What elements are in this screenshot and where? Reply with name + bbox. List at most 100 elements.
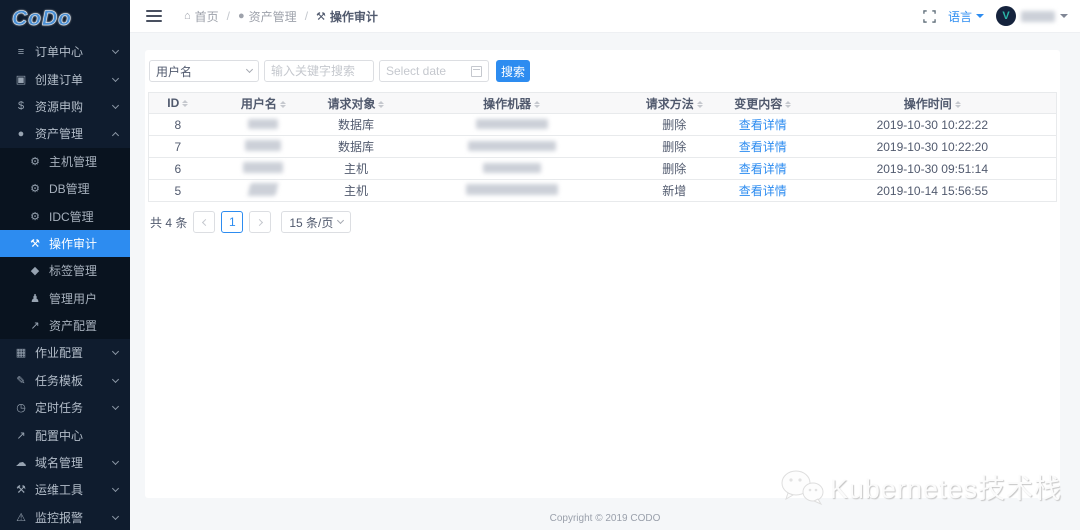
chevron-down-icon: [111, 458, 120, 466]
field-select[interactable]: 用户名: [149, 60, 259, 82]
clock-icon: ◷: [16, 402, 26, 415]
prev-page-button[interactable]: [193, 211, 216, 233]
breadcrumb-asset-management[interactable]: ● 资产管理: [238, 9, 297, 24]
gear-icon: ⚙: [30, 155, 40, 168]
breadcrumb-home[interactable]: ⌂ 首页: [184, 9, 219, 24]
home-icon: ⌂: [184, 10, 191, 22]
chevron-down-icon: [111, 512, 120, 520]
search-button[interactable]: 搜索: [496, 60, 530, 82]
view-detail-link[interactable]: 查看详情: [738, 140, 787, 154]
cloud-icon: ☁: [15, 457, 27, 470]
page-size-select[interactable]: 15 条/页: [281, 211, 352, 233]
chevron-down-icon: [245, 65, 254, 74]
language-dropdown[interactable]: 语言: [948, 8, 984, 25]
caret-down-icon: [976, 14, 984, 22]
chevron-down-icon: [337, 216, 345, 225]
sidebar-item-job-config[interactable]: ▦ 作业配置: [0, 339, 130, 366]
chevron-down-icon: [111, 348, 120, 356]
sidebar-item-cron-task[interactable]: ◷ 定时任务: [0, 394, 130, 421]
pagination: 共 4 条 1 15 条/页: [150, 211, 1057, 233]
avatar: V: [996, 6, 1016, 26]
sidebar-item-idc-management[interactable]: ⚙ IDC管理: [0, 202, 130, 229]
col-header-content[interactable]: 变更内容: [716, 92, 809, 114]
sidebar-item-resource-purchase[interactable]: $ 资源申购: [0, 93, 130, 120]
table-row: 6 主机 删除 查看详情 2019-10-30 09:51:14: [148, 157, 1057, 180]
sidebar-item-task-template[interactable]: ✎ 任务模板: [0, 367, 130, 394]
keyword-input[interactable]: [271, 64, 367, 78]
date-input[interactable]: [386, 64, 466, 78]
sidebar-item-order-center[interactable]: ≡ 订单中心: [0, 38, 130, 65]
user-icon: ♟: [30, 292, 40, 305]
footer-copyright: Copyright © 2019 CODO: [549, 513, 661, 524]
sort-icon: [279, 98, 286, 111]
sort-icon: [182, 97, 189, 110]
user-menu[interactable]: V: [996, 6, 1068, 26]
chevron-down-icon: [111, 101, 120, 110]
table-header-row: ID 用户名 请求对象 操作机器 请求方法 变更内容 操作时间: [148, 92, 1057, 114]
breadcrumb: ⌂ 首页 / ● 资产管理 / ⚒ 操作审计: [184, 8, 923, 25]
sidebar-item-tag-management[interactable]: ◆ 标签管理: [0, 257, 130, 284]
calendar-icon: [471, 65, 482, 77]
col-header-id[interactable]: ID: [148, 92, 207, 114]
view-detail-link[interactable]: 查看详情: [738, 118, 787, 132]
asset-submenu: ⚙ 主机管理 ⚙ DB管理 ⚙ IDC管理 ⚒ 操作审计 ◆ 标签管理 ♟ 管理…: [0, 147, 130, 340]
bell-icon: ⚠: [16, 511, 26, 524]
next-page-button[interactable]: [249, 211, 272, 233]
sidebar-item-asset-management[interactable]: ● 资产管理: [0, 120, 130, 147]
sidebar-item-user-management[interactable]: ♟ 管理用户: [0, 285, 130, 312]
chevron-down-icon: [111, 47, 120, 55]
content-card: 用户名 搜索 ID 用户名 请求对象: [145, 50, 1060, 498]
pagination-total: 共 4 条: [150, 215, 188, 230]
sidebar-item-monitor-alarm[interactable]: ⚠ 监控报警: [0, 504, 130, 530]
sort-icon: [696, 98, 703, 111]
sidebar-item-domain-management[interactable]: ☁ 域名管理: [0, 449, 130, 476]
chevron-down-icon: [111, 403, 120, 411]
page-title: 操作审计: [329, 9, 378, 24]
gear-icon: ⚙: [30, 183, 40, 196]
sidebar-item-create-order[interactable]: ▣ 创建订单: [0, 65, 130, 92]
sort-icon: [954, 98, 961, 111]
app-logo[interactable]: CoDo: [0, 0, 130, 38]
fullscreen-icon[interactable]: [923, 9, 936, 23]
breadcrumb-separator: /: [226, 9, 231, 23]
username-redacted: [245, 139, 282, 151]
breadcrumb-operation-audit: ⚒ 操作审计: [316, 8, 378, 25]
menu-toggle-icon[interactable]: [146, 10, 162, 22]
col-header-machine[interactable]: 操作机器: [391, 92, 632, 114]
keyword-input-wrap: [264, 60, 374, 82]
date-picker[interactable]: [379, 60, 489, 82]
view-detail-link[interactable]: 查看详情: [738, 184, 787, 198]
col-header-username[interactable]: 用户名: [206, 92, 321, 114]
sidebar-item-ops-tools[interactable]: ⚒ 运维工具: [0, 476, 130, 503]
chevron-left-icon: [201, 218, 209, 226]
chevron-up-icon: [111, 131, 120, 139]
gear-icon: ⚙: [30, 210, 40, 223]
pencil-icon: ✎: [16, 374, 26, 387]
machine-redacted: [465, 183, 558, 195]
table-row: 8 数据库 删除 查看详情 2019-10-30 10:22:22: [148, 113, 1057, 136]
list-icon: ≡: [17, 45, 25, 58]
asset-icon: ●: [17, 127, 25, 140]
machine-redacted: [482, 162, 541, 173]
view-detail-link[interactable]: 查看详情: [738, 162, 787, 176]
sidebar-item-operation-audit[interactable]: ⚒ 操作审计: [0, 229, 130, 258]
briefcase-icon: ▦: [15, 347, 27, 360]
top-header: ⌂ 首页 / ● 资产管理 / ⚒ 操作审计 语言 V: [130, 0, 1080, 33]
filter-bar: 用户名 搜索: [149, 60, 1057, 82]
col-header-target[interactable]: 请求对象: [320, 92, 392, 114]
sort-icon: [534, 98, 541, 111]
breadcrumb-separator: /: [304, 9, 309, 23]
page-number-button[interactable]: 1: [221, 211, 244, 233]
config-icon: ↗: [16, 429, 26, 442]
chevron-down-icon: [111, 74, 120, 82]
tag-icon: ◆: [30, 265, 40, 278]
col-header-time[interactable]: 操作时间: [808, 92, 1057, 114]
config-icon: ↗: [30, 320, 40, 333]
sidebar-item-config-center[interactable]: ↗ 配置中心: [0, 421, 130, 448]
sort-icon: [378, 98, 385, 111]
username-redacted: [243, 161, 284, 173]
sidebar-item-asset-config[interactable]: ↗ 资产配置: [0, 312, 130, 339]
sidebar-item-db-management[interactable]: ⚙ DB管理: [0, 175, 130, 202]
sidebar-item-host-management[interactable]: ⚙ 主机管理: [0, 148, 130, 175]
col-header-method[interactable]: 请求方法: [631, 92, 717, 114]
